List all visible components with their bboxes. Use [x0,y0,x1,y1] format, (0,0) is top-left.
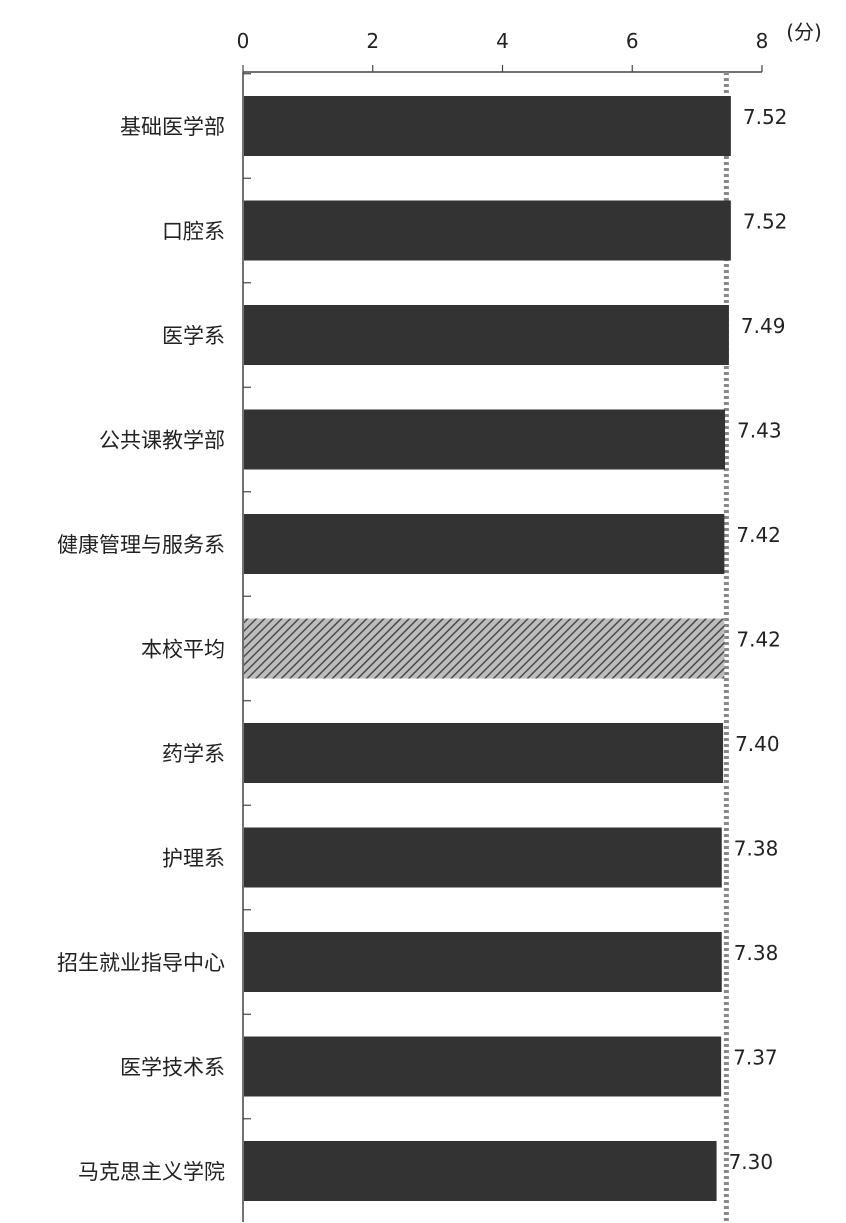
value-label: 7.42 [736,628,781,652]
value-label: 7.37 [733,1046,778,1070]
category-label: 药学系 [162,742,225,766]
category-label: 健康管理与服务系 [57,533,225,557]
average-bar [244,618,725,679]
value-label: 7.40 [735,732,780,756]
value-label: 7.42 [736,523,781,547]
value-label: 7.38 [734,941,779,965]
bar [244,1141,717,1201]
bar-layer [244,96,731,1201]
bar [244,827,722,888]
category-label: 基础医学部 [120,115,225,139]
category-label: 公共课教学部 [99,429,225,453]
x-tick-label: 4 [496,29,509,53]
value-label: 7.52 [743,105,788,129]
category-label: 马克思主义学院 [78,1160,225,1184]
category-label: 口腔系 [162,220,225,244]
x-tick-label: 2 [366,29,379,53]
bar [244,723,724,783]
bar [244,514,725,574]
bar [244,1036,722,1097]
category-label: 护理系 [162,847,225,871]
label-layer: 基础医学部 7.52 口腔系 7.52 医学系 7.49 公共课教学部 7.43 健康管理与服务… [57,105,787,1184]
value-label: 7.38 [734,837,779,861]
bar [244,200,731,261]
x-axis-unit-label: (分) [786,20,822,44]
category-label: 招生就业指导中心 [57,951,225,975]
category-label: 医学技术系 [120,1056,225,1080]
category-label: 医学系 [162,324,225,348]
value-label: 7.52 [743,210,788,234]
bar [244,96,731,156]
bar [244,305,729,365]
bar [244,409,726,470]
value-label: 7.30 [729,1150,774,1174]
x-tick-label: 0 [237,29,250,53]
x-tick-label: 8 [756,29,769,53]
value-label: 7.43 [737,419,782,443]
category-label: 本校平均 [141,638,225,662]
x-tick-label: 6 [626,29,639,53]
axis-layer: 0 2 4 6 8 (分) [237,20,822,1222]
bar [244,932,722,992]
value-label: 7.49 [741,314,786,338]
